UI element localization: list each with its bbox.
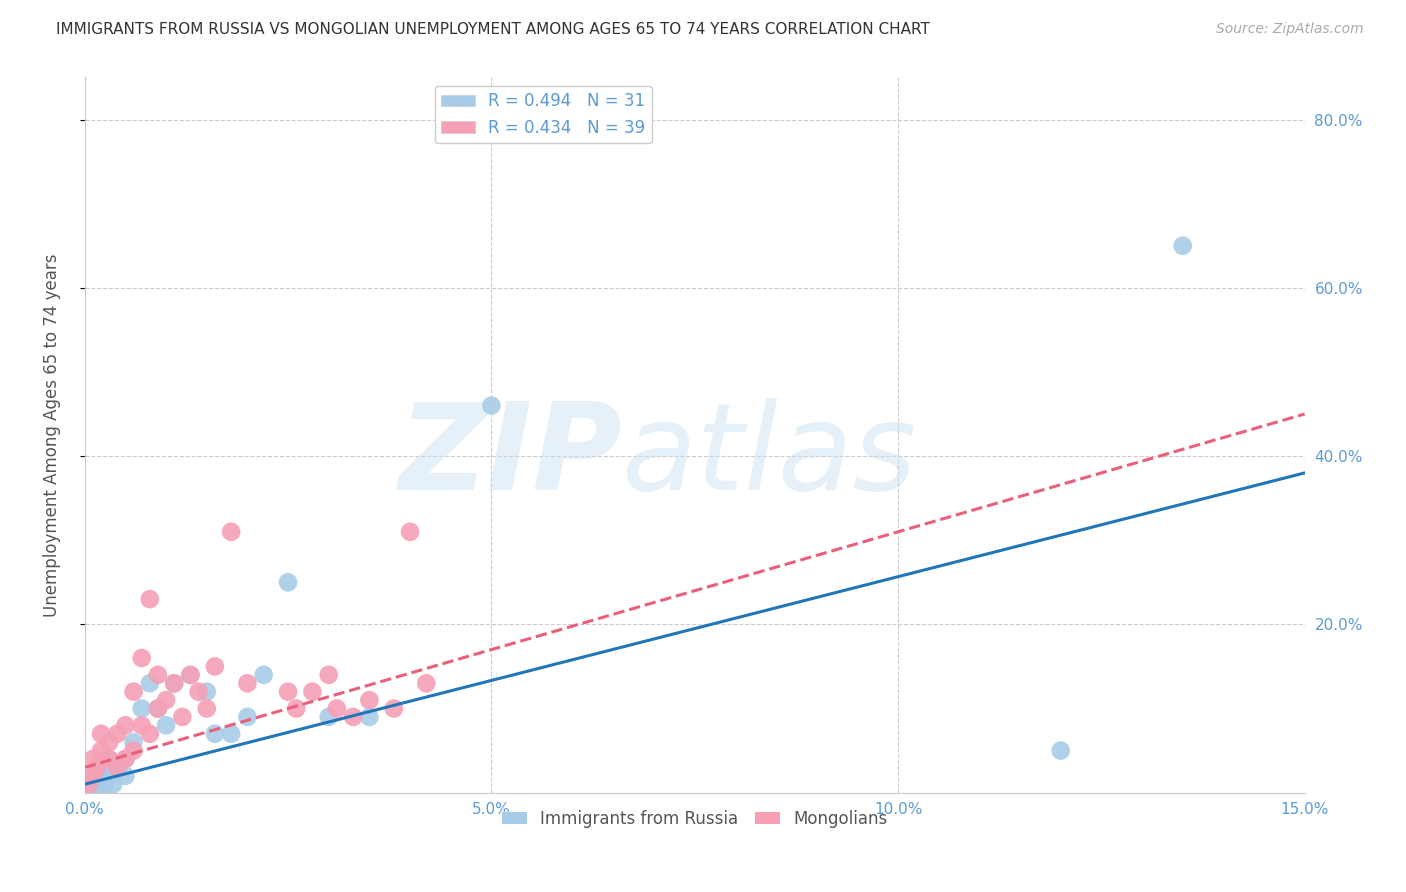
Point — [187, 684, 209, 698]
Point — [114, 752, 136, 766]
Point — [90, 769, 112, 783]
Point — [318, 668, 340, 682]
Point — [82, 777, 104, 791]
Point — [1171, 238, 1194, 252]
Point — [77, 777, 100, 791]
Point — [277, 684, 299, 698]
Point — [82, 769, 104, 783]
Point — [382, 701, 405, 715]
Point — [204, 727, 226, 741]
Point — [122, 743, 145, 757]
Point — [90, 777, 112, 791]
Point — [195, 684, 218, 698]
Point — [155, 693, 177, 707]
Point — [326, 701, 349, 715]
Point — [86, 760, 108, 774]
Point — [155, 718, 177, 732]
Point — [301, 684, 323, 698]
Point — [163, 676, 186, 690]
Legend: Immigrants from Russia, Mongolians: Immigrants from Russia, Mongolians — [495, 803, 894, 834]
Point — [131, 718, 153, 732]
Point — [103, 777, 125, 791]
Point — [285, 701, 308, 715]
Point — [94, 781, 117, 796]
Text: ZIP: ZIP — [398, 398, 621, 515]
Point — [98, 752, 121, 766]
Point — [195, 701, 218, 715]
Point — [399, 524, 422, 539]
Point — [122, 735, 145, 749]
Point — [105, 727, 128, 741]
Point — [122, 684, 145, 698]
Point — [146, 668, 169, 682]
Point — [98, 752, 121, 766]
Point — [139, 727, 162, 741]
Point — [236, 710, 259, 724]
Point — [90, 727, 112, 741]
Point — [105, 760, 128, 774]
Point — [359, 710, 381, 724]
Point — [86, 781, 108, 796]
Point — [131, 701, 153, 715]
Point — [479, 399, 502, 413]
Point — [204, 659, 226, 673]
Point — [114, 752, 136, 766]
Text: Source: ZipAtlas.com: Source: ZipAtlas.com — [1216, 22, 1364, 37]
Point — [90, 743, 112, 757]
Text: IMMIGRANTS FROM RUSSIA VS MONGOLIAN UNEMPLOYMENT AMONG AGES 65 TO 74 YEARS CORRE: IMMIGRANTS FROM RUSSIA VS MONGOLIAN UNEM… — [56, 22, 931, 37]
Point — [82, 752, 104, 766]
Point — [277, 575, 299, 590]
Text: atlas: atlas — [621, 398, 917, 515]
Point — [146, 701, 169, 715]
Point — [359, 693, 381, 707]
Point — [318, 710, 340, 724]
Point — [139, 676, 162, 690]
Point — [82, 769, 104, 783]
Point — [98, 769, 121, 783]
Point — [172, 710, 194, 724]
Point — [179, 668, 201, 682]
Point — [114, 769, 136, 783]
Point — [77, 781, 100, 796]
Point — [131, 651, 153, 665]
Point — [105, 760, 128, 774]
Point — [1049, 743, 1071, 757]
Point — [179, 668, 201, 682]
Point — [114, 718, 136, 732]
Point — [219, 524, 242, 539]
Point — [139, 592, 162, 607]
Point — [342, 710, 364, 724]
Point — [253, 668, 276, 682]
Point — [163, 676, 186, 690]
Point — [236, 676, 259, 690]
Y-axis label: Unemployment Among Ages 65 to 74 years: Unemployment Among Ages 65 to 74 years — [44, 253, 60, 616]
Point — [146, 701, 169, 715]
Point — [219, 727, 242, 741]
Point — [415, 676, 437, 690]
Point — [98, 735, 121, 749]
